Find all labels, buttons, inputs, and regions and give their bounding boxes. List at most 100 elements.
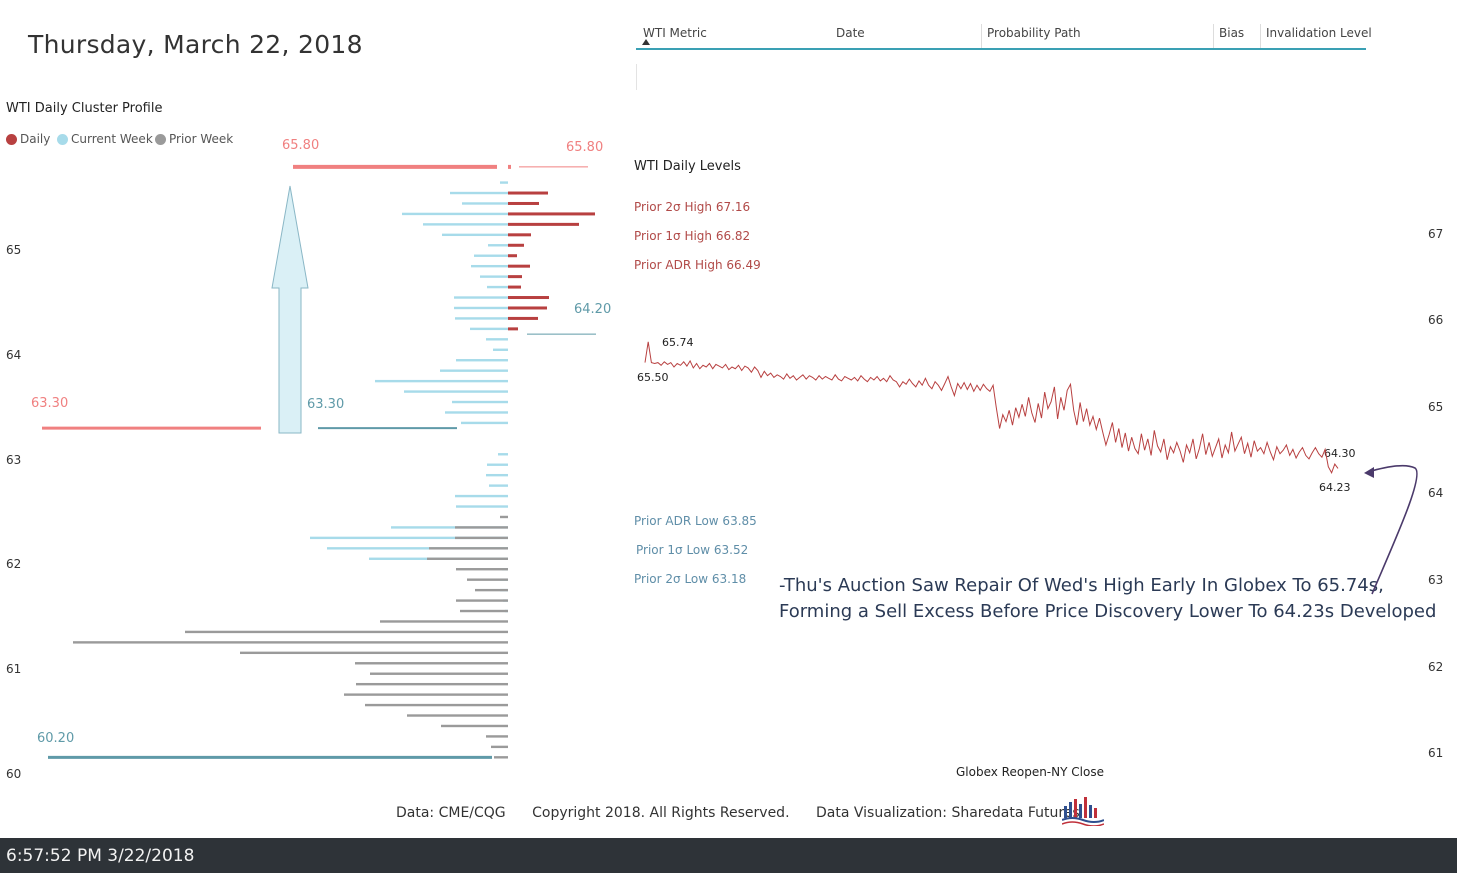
profile-bar-current-week — [454, 306, 508, 310]
profile-bar-current-week — [455, 494, 508, 498]
footer-copyright: Copyright 2018. All Rights Reserved. — [532, 805, 790, 821]
profile-y-tick-62: 62 — [6, 557, 22, 571]
table-col-divider — [1213, 24, 1214, 48]
point-label-low: 64.23 — [1319, 481, 1351, 494]
profile-bar-daily — [508, 201, 539, 205]
profile-bar-prior-week — [429, 547, 508, 550]
levels-y-tick-65: 65 — [1428, 400, 1444, 414]
daily-high-label-left: 65.80 — [282, 138, 320, 153]
profile-bar-current-week — [310, 536, 508, 540]
profile-bar-prior-week — [500, 515, 508, 519]
profile-bar-prior-week — [455, 536, 508, 540]
levels-y-tick-64: 64 — [1428, 486, 1444, 500]
profile-bar-current-week — [500, 181, 508, 184]
profile-y-tick-65: 65 — [6, 243, 22, 257]
profile-bar-daily — [508, 233, 531, 237]
page-title: Thursday, March 22, 2018 — [28, 30, 363, 59]
profile-bar-current-week — [486, 473, 508, 477]
profile-bar-prior-week — [73, 641, 508, 644]
table-header-underline — [636, 48, 1366, 50]
legend-current-week[interactable]: Current Week — [57, 132, 153, 146]
profile-bar-current-week — [488, 244, 508, 247]
profile-bar-current-week — [327, 547, 508, 550]
table-header-probability-path[interactable]: Probability Path — [987, 26, 1081, 40]
level-prior-1sigma-low: Prior 1σ Low 63.52 — [636, 543, 749, 557]
table-col-divider — [981, 24, 982, 48]
daily-high-tick — [508, 164, 511, 169]
profile-bar-current-week — [486, 338, 508, 341]
legend-current-week-label: Current Week — [71, 132, 153, 146]
profile-bar-current-week — [375, 379, 508, 383]
profile-bar-daily — [508, 212, 595, 216]
profile-bar-current-week — [404, 390, 508, 393]
footer-data-source: Data: CME/CQG — [396, 805, 506, 821]
legend-daily-label: Daily — [20, 132, 51, 146]
profile-bar-daily — [508, 243, 524, 247]
price-line-series — [644, 341, 1339, 475]
profile-bar-prior-week — [185, 630, 508, 634]
daily-low-label: 64.20 — [574, 302, 612, 317]
levels-y-tick-62: 62 — [1428, 660, 1444, 674]
profile-bar-current-week — [445, 411, 508, 414]
table-header-bias[interactable]: Bias — [1219, 26, 1245, 40]
levels-x-axis-label: Globex Reopen-NY Close — [956, 765, 1104, 779]
level-prior-1sigma-high: Prior 1σ High 66.82 — [634, 229, 751, 243]
status-timestamp: 6:57:52 PM 3/22/2018 — [6, 846, 195, 866]
profile-y-tick-64: 64 — [6, 348, 22, 362]
profile-bar-current-week — [480, 275, 508, 278]
profile-bar-daily — [508, 254, 517, 258]
profile-bar-prior-week — [344, 693, 508, 696]
table-header-date[interactable]: Date — [836, 26, 865, 40]
week-low-label-right: 63.30 — [307, 397, 345, 412]
level-prior-adr-low: Prior ADR Low 63.85 — [634, 514, 757, 528]
commentary-line-2: Forming a Sell Excess Before Price Disco… — [779, 601, 1437, 622]
prior-low-label: 60.20 — [37, 731, 75, 746]
level-prior-2sigma-high: Prior 2σ High 67.16 — [634, 200, 751, 214]
level-prior-adr-high: Prior ADR High 66.49 — [634, 258, 761, 272]
profile-bar-current-week — [456, 359, 508, 362]
levels-y-tick-61: 61 — [1428, 746, 1444, 760]
legend-daily[interactable]: Daily — [6, 132, 50, 146]
legend-prior-week-label: Prior Week — [169, 132, 234, 146]
profile-bar-current-week — [391, 526, 508, 529]
profile-bar-prior-week — [456, 568, 508, 571]
profile-bar-daily — [508, 306, 547, 310]
legend-daily-swatch — [6, 133, 17, 145]
point-label-high: 65.74 — [662, 336, 694, 349]
sort-ascending-icon — [642, 39, 650, 45]
profile-bar-prior-week — [486, 735, 508, 738]
profile-bar-prior-week — [475, 588, 508, 592]
annotation-arrowhead-icon — [1364, 467, 1374, 478]
profile-bar-prior-week — [365, 703, 508, 707]
table-header-wti-metric[interactable]: WTI Metric — [643, 26, 707, 40]
profile-y-tick-63: 63 — [6, 453, 22, 467]
daily-levels-title: WTI Daily Levels — [634, 159, 741, 174]
level-prior-2sigma-low: Prior 2σ Low 63.18 — [634, 572, 747, 586]
profile-y-tick-60: 60 — [6, 767, 22, 781]
profile-bar-current-week — [454, 296, 508, 299]
profile-bar-prior-week — [456, 599, 508, 602]
daily-high-label-right: 65.80 — [566, 140, 604, 155]
profile-bar-prior-week — [380, 620, 508, 623]
profile-bar-daily — [508, 285, 521, 289]
profile-bar-current-week — [461, 421, 508, 425]
profile-bar-current-week — [498, 453, 508, 456]
annotation-arrow — [1367, 464, 1418, 595]
profile-bar-daily — [508, 191, 548, 195]
market-commentary: -Thu's Auction Saw Repair Of Wed's High … — [779, 573, 1436, 625]
table-header-invalidation-level[interactable]: Invalidation Level — [1266, 26, 1372, 40]
profile-bar-current-week — [450, 191, 508, 195]
legend-prior-week[interactable]: Prior Week — [155, 132, 233, 146]
profile-bar-current-week — [489, 484, 508, 487]
legend-current-week-swatch — [57, 133, 68, 145]
table-left-border — [636, 64, 637, 90]
profile-bar-daily — [508, 222, 579, 226]
profile-bar-prior-week — [460, 609, 508, 613]
profile-bar-current-week — [493, 348, 508, 351]
profile-bar-current-week — [487, 463, 508, 466]
profile-bar-daily — [508, 275, 522, 279]
week-low-label-left: 63.30 — [31, 396, 69, 411]
legend-prior-week-swatch — [155, 133, 166, 145]
table-col-divider — [1260, 24, 1261, 48]
